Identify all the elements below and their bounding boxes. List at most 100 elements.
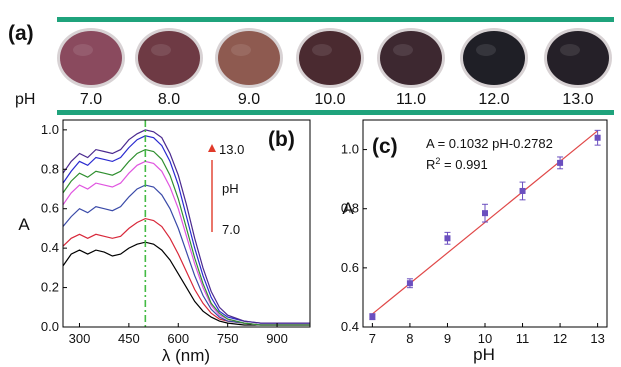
sample-disc <box>377 28 445 88</box>
y-tick-label: 0.6 <box>341 260 359 275</box>
x-tick-label: 750 <box>217 331 239 346</box>
sample-ph-label: 10.0 <box>314 91 345 108</box>
x-tick-label: 450 <box>118 331 140 346</box>
spectrum-curve <box>62 129 310 324</box>
top-band <box>57 17 614 22</box>
panel-c-ticks: 7 8 9 10 11 12 13 0.4 0.6 0.8 1.0 <box>341 142 605 346</box>
sample-ph-label: 13.0 <box>562 91 593 108</box>
disc-face <box>60 31 122 85</box>
y-tick-label: 0.6 <box>41 201 59 216</box>
sample-disc <box>296 28 364 88</box>
point-marker <box>444 235 451 242</box>
disc-face <box>138 31 200 85</box>
panel-c-xlabel: pH <box>473 345 495 364</box>
fit-equation: A = 0.1032 pH-0.2782 <box>426 136 553 151</box>
point-marker <box>519 187 526 194</box>
r-squared-sup: 2 <box>435 156 440 166</box>
y-tick-label: 0.2 <box>41 280 59 295</box>
sample-disc <box>57 28 125 88</box>
panel-a-label: (a) <box>8 22 34 45</box>
disc-highlight <box>231 44 251 56</box>
panel-c-label: (c) <box>372 135 398 158</box>
panel-b-ticks: 300 450 600 750 900 0.0 0.2 0.4 0.6 0.8 1.0 <box>41 122 288 346</box>
point-marker <box>482 210 488 217</box>
y-tick-label: 1.0 <box>41 122 59 137</box>
y-tick-label: 0.4 <box>41 240 59 255</box>
spectrum-curve <box>62 160 310 326</box>
disc-highlight <box>560 44 580 56</box>
data-point <box>519 181 526 201</box>
point-marker <box>557 159 564 166</box>
sample-ph-label: 11.0 <box>396 91 426 108</box>
panel-b-frame <box>62 119 311 328</box>
sample-disc <box>460 28 528 88</box>
data-point <box>482 203 488 223</box>
r-squared: R2 = 0.991 <box>426 156 488 172</box>
data-point <box>444 231 451 245</box>
disc-face <box>463 31 525 85</box>
ph-arrow: 13.0 pH 7.0 <box>208 142 244 237</box>
x-tick-label: 13 <box>590 331 604 346</box>
panel-b-xlabel: λ (nm) <box>162 346 210 365</box>
disc-highlight <box>312 44 332 56</box>
sample-disc <box>135 28 203 88</box>
x-tick-label: 7 <box>369 331 376 346</box>
sample-discs <box>57 28 612 88</box>
spectrum-curve <box>62 148 310 326</box>
panel-c-ylabel: A <box>342 199 354 218</box>
panel-b-ylabel: A <box>18 215 30 234</box>
panel-a: (a) pH 7.0 8.0 9.0 10.0 11.0 12.0 13.0 <box>8 17 614 115</box>
sample-ph-label: 12.0 <box>478 91 509 108</box>
y-tick-label: 0.4 <box>341 319 359 334</box>
sample-ph-label: 7.0 <box>80 91 102 108</box>
data-point <box>406 278 413 289</box>
data-point <box>557 156 564 170</box>
arrow-bottom-label: 7.0 <box>222 222 240 237</box>
spectrum-curve <box>62 241 310 326</box>
x-tick-label: 900 <box>266 331 288 346</box>
sample-disc <box>544 28 612 88</box>
spectra-curves <box>62 129 310 326</box>
y-tick-label: 0.8 <box>341 201 359 216</box>
y-tick-label: 0.8 <box>41 161 59 176</box>
sample-ph-labels: 7.0 8.0 9.0 10.0 11.0 12.0 13.0 <box>80 91 594 108</box>
r-squared-prefix: R <box>426 157 435 172</box>
point-marker <box>406 280 413 287</box>
bottom-band <box>57 110 614 115</box>
sample-ph-label: 8.0 <box>158 91 180 108</box>
y-tick-label: 1.0 <box>341 142 359 157</box>
data-points <box>369 129 601 321</box>
x-tick-label: 9 <box>444 331 451 346</box>
disc-highlight <box>393 44 413 56</box>
x-tick-label: 300 <box>69 331 91 346</box>
r-squared-value: = 0.991 <box>440 157 487 172</box>
x-tick-label: 8 <box>406 331 413 346</box>
arrow-top-label: 13.0 <box>219 142 244 157</box>
disc-face <box>547 31 609 85</box>
disc-face <box>380 31 442 85</box>
x-tick-label: 600 <box>167 331 189 346</box>
x-tick-label: 12 <box>553 331 567 346</box>
x-tick-label: 10 <box>478 331 492 346</box>
data-point <box>594 129 601 146</box>
panel-c: 7 8 9 10 11 12 13 0.4 0.6 0.8 1.0 (c) A = 0.1032 p… <box>341 119 608 364</box>
panel-b-label: (b) <box>268 128 295 151</box>
panel-b: 300 450 600 750 900 0.0 0.2 0.4 0.6 0.8 1.0 (b) 13… <box>18 119 311 365</box>
panel-c-frame <box>362 119 608 328</box>
disc-highlight <box>73 44 93 56</box>
disc-face <box>218 31 280 85</box>
data-point <box>369 313 376 321</box>
ph-arrow-head <box>208 144 216 152</box>
disc-face <box>299 31 361 85</box>
point-marker <box>594 134 601 141</box>
y-tick-label: 0.0 <box>41 319 59 334</box>
point-marker <box>369 313 376 320</box>
disc-highlight <box>476 44 496 56</box>
x-tick-label: 11 <box>516 331 530 346</box>
arrow-mid-label: pH <box>222 181 239 196</box>
disc-highlight <box>151 44 171 56</box>
sample-ph-label: 9.0 <box>238 91 260 108</box>
sample-disc <box>215 28 283 88</box>
ph-row-label: pH <box>15 91 35 108</box>
